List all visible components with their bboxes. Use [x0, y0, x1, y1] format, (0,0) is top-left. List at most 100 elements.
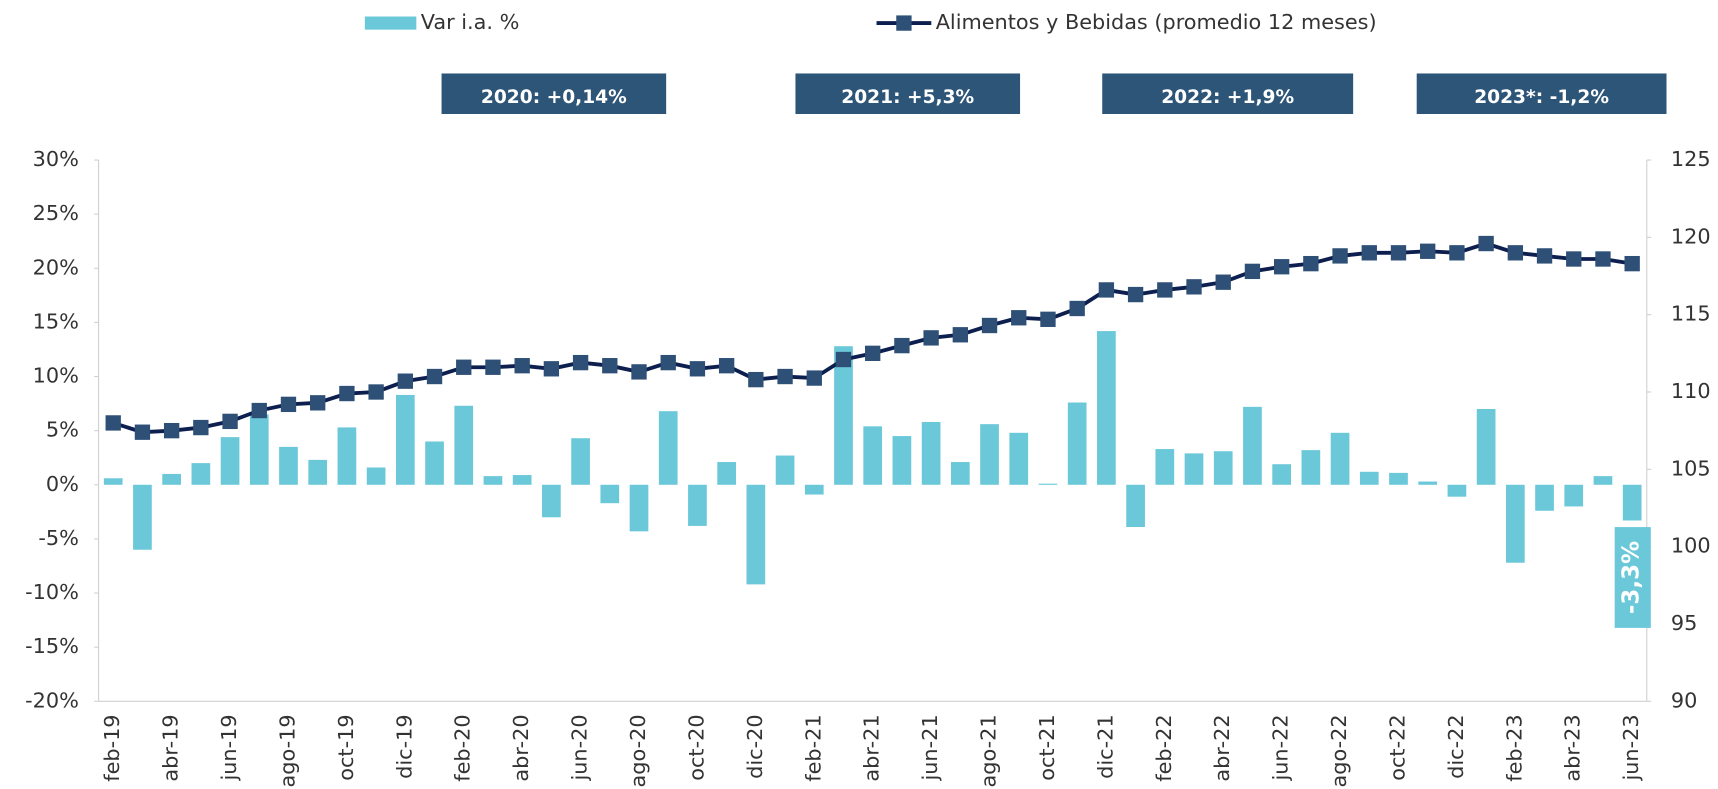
line-marker	[1215, 274, 1231, 290]
annotation: 2021: +5,3%	[841, 87, 974, 108]
bar	[921, 421, 941, 485]
line-marker	[1449, 245, 1465, 261]
bar	[366, 467, 386, 485]
line-marker	[923, 330, 939, 346]
bar	[834, 346, 853, 485]
line-marker	[602, 358, 618, 374]
bar	[717, 462, 736, 485]
x-tick-label: ago-19	[275, 714, 299, 787]
bar	[1126, 484, 1145, 528]
bar	[542, 484, 561, 518]
x-tick-label: jun-23	[1619, 714, 1643, 781]
y-tick-label: 15%	[33, 309, 79, 333]
legend-label: Var i.a. %	[421, 10, 520, 34]
bar	[220, 437, 240, 485]
bar	[804, 484, 824, 495]
y2-tick-label: 125	[1671, 147, 1711, 171]
y-tick-label: 10%	[33, 364, 79, 388]
data-label-box	[1614, 527, 1651, 628]
x-tick-label: feb-20	[451, 714, 475, 781]
x-tick-label: abr-19	[159, 714, 183, 781]
bar	[1155, 449, 1175, 485]
line-marker	[1595, 251, 1611, 267]
y2-tick-label: 105	[1671, 456, 1711, 480]
bar	[1622, 484, 1642, 521]
line-marker	[981, 317, 998, 334]
bar	[1593, 476, 1613, 485]
line-marker	[543, 361, 560, 377]
bar	[1476, 409, 1496, 485]
x-tick-label: dic-22	[1444, 714, 1468, 778]
line-marker	[660, 354, 676, 371]
line-marker	[894, 337, 910, 354]
bar	[425, 441, 444, 485]
bar	[688, 484, 707, 526]
bar	[1301, 450, 1321, 485]
x-tick-label: feb-21	[801, 714, 825, 781]
line-marker	[835, 351, 852, 368]
y-tick-label: -15%	[25, 634, 79, 658]
line-marker	[952, 327, 968, 343]
y-tick-label: 5%	[46, 418, 79, 442]
line-marker	[1011, 310, 1027, 326]
line-marker	[1507, 245, 1524, 261]
bar	[1009, 432, 1029, 485]
line-marker	[1069, 300, 1085, 317]
bar	[1243, 406, 1262, 485]
annotation-box	[441, 73, 667, 115]
line-marker	[1157, 282, 1173, 298]
line-marker	[806, 370, 822, 386]
bar	[1447, 484, 1467, 497]
line-marker	[1332, 248, 1348, 264]
line-marker	[163, 422, 180, 439]
annotation-box	[1102, 73, 1354, 115]
y2-tick-label: 110	[1671, 379, 1711, 403]
y2-tick-label: 115	[1671, 302, 1711, 326]
bar	[133, 484, 152, 550]
line-marker	[1536, 248, 1553, 264]
x-tick-label: oct-19	[334, 714, 358, 780]
annotation-box	[795, 73, 1021, 115]
data-label: -3,3%	[1619, 541, 1645, 614]
bar	[512, 475, 532, 485]
annotation: 2023*: -1,2%	[1474, 87, 1609, 108]
x-tick-label: jun-21	[918, 714, 942, 781]
line-marker	[426, 368, 443, 385]
bar	[1067, 402, 1087, 485]
bar	[571, 438, 590, 485]
x-tick-label: oct-20	[684, 714, 708, 780]
bar	[1330, 432, 1350, 485]
bar	[103, 478, 123, 485]
bar	[395, 394, 415, 485]
y-tick-label: 25%	[33, 201, 79, 225]
line-marker	[1098, 282, 1115, 298]
annotation-box	[1416, 73, 1667, 115]
line-marker	[514, 358, 530, 374]
bar	[1272, 464, 1291, 485]
x-tick-label: abr-21	[860, 714, 884, 781]
line-marker	[1566, 251, 1582, 267]
x-tick-label: ago-20	[626, 714, 650, 787]
bar	[1389, 472, 1408, 485]
bar	[1418, 481, 1438, 485]
bar	[337, 427, 357, 485]
bar	[1038, 483, 1058, 485]
line-marker	[456, 359, 472, 375]
line-marker	[1420, 243, 1436, 259]
line-marker	[1127, 286, 1144, 303]
line-marker	[1244, 263, 1261, 280]
bar	[308, 459, 328, 485]
x-tick-label: oct-21	[1035, 714, 1059, 780]
line-marker	[689, 361, 706, 377]
bar	[454, 405, 474, 485]
line-marker	[193, 419, 209, 436]
bar	[892, 436, 912, 485]
bar	[1184, 453, 1204, 485]
y2-tick-label: 120	[1671, 224, 1711, 248]
x-tick-label: abr-23	[1561, 714, 1585, 781]
x-tick-label: ago-21	[977, 714, 1001, 787]
line-marker	[777, 368, 793, 385]
x-tick-label: abr-22	[1210, 714, 1234, 781]
line-marker	[572, 354, 589, 371]
x-tick-label: feb-23	[1502, 714, 1526, 781]
